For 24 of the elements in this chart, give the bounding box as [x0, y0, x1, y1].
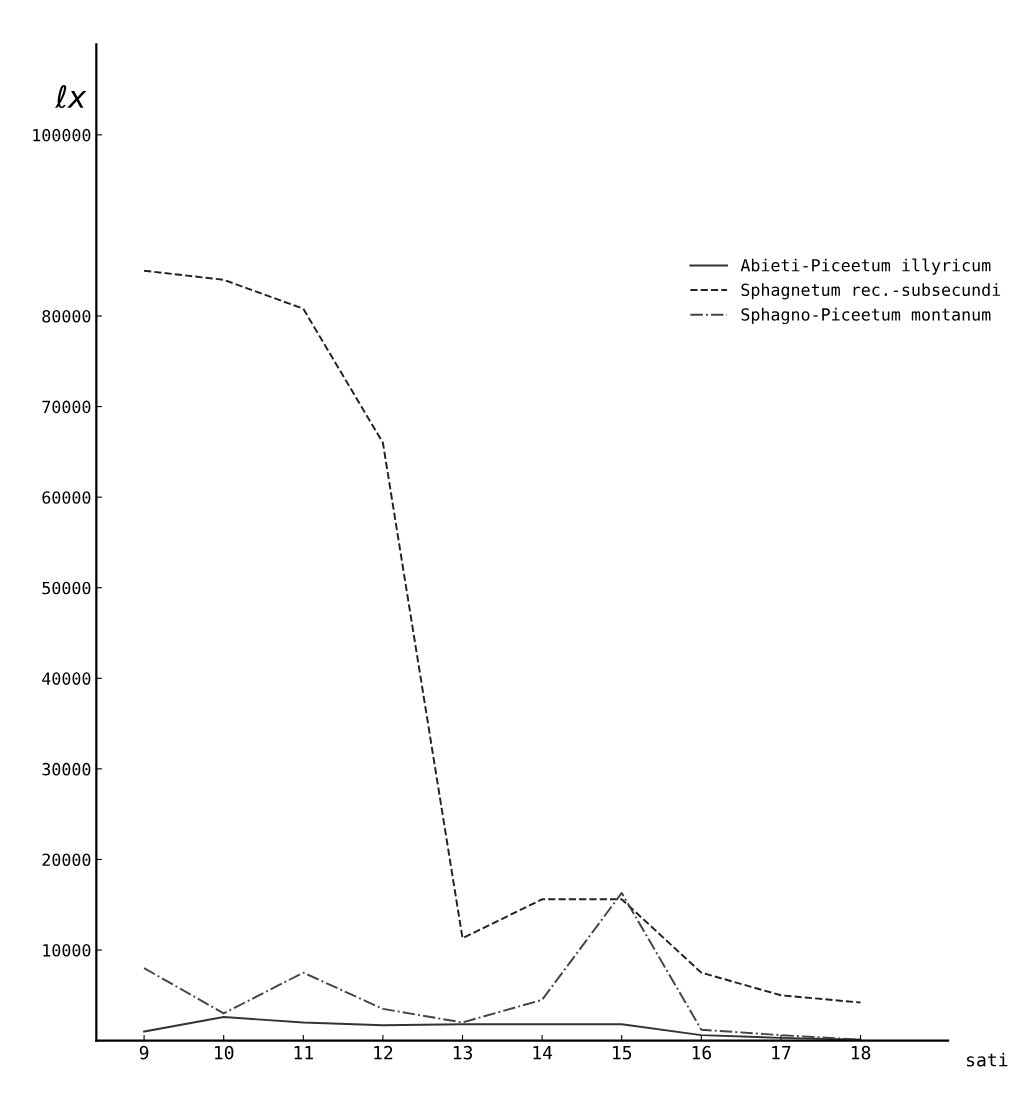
y-axis-title: ℓx: [55, 84, 87, 109]
x-tick-label: 14: [533, 1046, 553, 1060]
x-tick-label: 10: [215, 1045, 234, 1060]
y-tick-label: 80000: [42, 310, 91, 323]
y-tick-label: 100000: [33, 128, 91, 142]
legend-label: Sphagno-Piceetum montanum: [741, 307, 991, 325]
y-tick-label: 20000: [42, 853, 91, 867]
x-tick-label: 17: [772, 1046, 791, 1060]
y-tick-label: 60000: [42, 491, 91, 504]
y-tick-label: 50000: [42, 581, 91, 595]
legend-label: Sphagnetum rec.-subsecundi: [741, 283, 1001, 300]
x-tick-label: 11: [294, 1046, 313, 1060]
x-tick-label: 18: [851, 1045, 871, 1060]
y-tick-label: 40000: [42, 672, 91, 685]
y-tick-label: 70000: [42, 400, 91, 414]
x-tick-label: 13: [453, 1045, 473, 1060]
x-tick-label: 12: [374, 1045, 393, 1060]
x-tick-label: 15: [613, 1046, 632, 1060]
x-axis-title: sati: [967, 1052, 1008, 1067]
y-tick-label: 10000: [43, 944, 91, 957]
y-tick-label: 30000: [42, 762, 91, 776]
x-tick-label: 16: [692, 1045, 712, 1060]
legend-label: Abieti-Piceetum illyricum: [740, 258, 991, 275]
x-tick-label: 9: [139, 1045, 149, 1060]
